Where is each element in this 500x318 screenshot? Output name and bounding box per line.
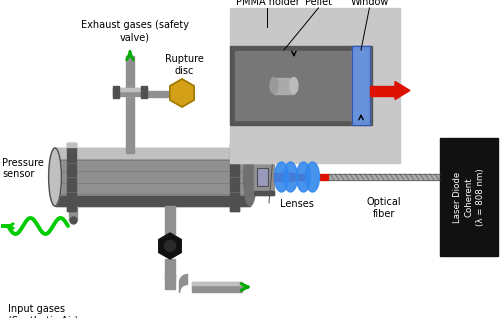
Ellipse shape: [284, 162, 298, 192]
Bar: [230, 143, 239, 147]
Text: Exhaust gases (safety
valve): Exhaust gases (safety valve): [81, 20, 189, 42]
Text: Optical
fiber: Optical fiber: [366, 197, 402, 218]
Text: Laser Diode
Coherent
(λ = 808 nm): Laser Diode Coherent (λ = 808 nm): [452, 168, 486, 226]
Bar: [230, 207, 239, 211]
Text: Rupture
disc: Rupture disc: [164, 54, 203, 76]
Bar: [192, 282, 242, 285]
Ellipse shape: [270, 78, 278, 93]
Circle shape: [164, 240, 175, 252]
Bar: [69, 206, 77, 220]
Bar: [126, 56, 134, 90]
Bar: [55, 148, 250, 206]
Ellipse shape: [274, 162, 288, 192]
Polygon shape: [395, 81, 410, 100]
Text: PMMA holder: PMMA holder: [236, 0, 300, 7]
Bar: [352, 46, 370, 125]
Ellipse shape: [244, 148, 256, 206]
Bar: [290, 174, 304, 180]
Bar: [328, 174, 440, 180]
Bar: [67, 143, 76, 147]
Text: Sapphire
Window: Sapphire Window: [348, 0, 391, 7]
Bar: [254, 159, 274, 195]
Bar: [274, 173, 294, 181]
Bar: [372, 8, 400, 163]
Ellipse shape: [290, 78, 298, 93]
Bar: [352, 46, 370, 125]
Bar: [126, 93, 134, 96]
Bar: [192, 282, 242, 292]
Bar: [141, 91, 168, 97]
Text: Pellet: Pellet: [305, 0, 332, 7]
Bar: [67, 207, 76, 211]
Bar: [257, 168, 268, 186]
Bar: [370, 86, 395, 95]
Bar: [274, 78, 294, 93]
Bar: [67, 143, 76, 211]
Bar: [113, 86, 119, 98]
Bar: [55, 148, 250, 158]
Bar: [254, 191, 274, 195]
Bar: [113, 88, 147, 91]
Ellipse shape: [296, 162, 310, 192]
Bar: [257, 168, 268, 186]
Text: Lenses: Lenses: [280, 199, 314, 209]
Bar: [235, 51, 367, 120]
Bar: [126, 93, 134, 153]
Bar: [230, 8, 372, 46]
Bar: [230, 143, 239, 211]
Text: Pressure
sensor: Pressure sensor: [2, 157, 44, 179]
Bar: [230, 8, 400, 163]
Bar: [230, 46, 372, 125]
Bar: [165, 206, 175, 234]
Polygon shape: [158, 233, 182, 259]
Text: Input gases
(Synthetic Air): Input gases (Synthetic Air): [8, 304, 78, 318]
Bar: [230, 125, 372, 163]
Bar: [113, 88, 147, 96]
Ellipse shape: [48, 148, 62, 206]
Bar: [320, 174, 328, 180]
Ellipse shape: [306, 162, 320, 192]
Bar: [440, 138, 498, 256]
Bar: [165, 274, 175, 289]
Bar: [141, 86, 147, 98]
Bar: [55, 196, 250, 206]
Bar: [254, 159, 274, 163]
Bar: [165, 259, 175, 279]
Polygon shape: [170, 79, 194, 107]
